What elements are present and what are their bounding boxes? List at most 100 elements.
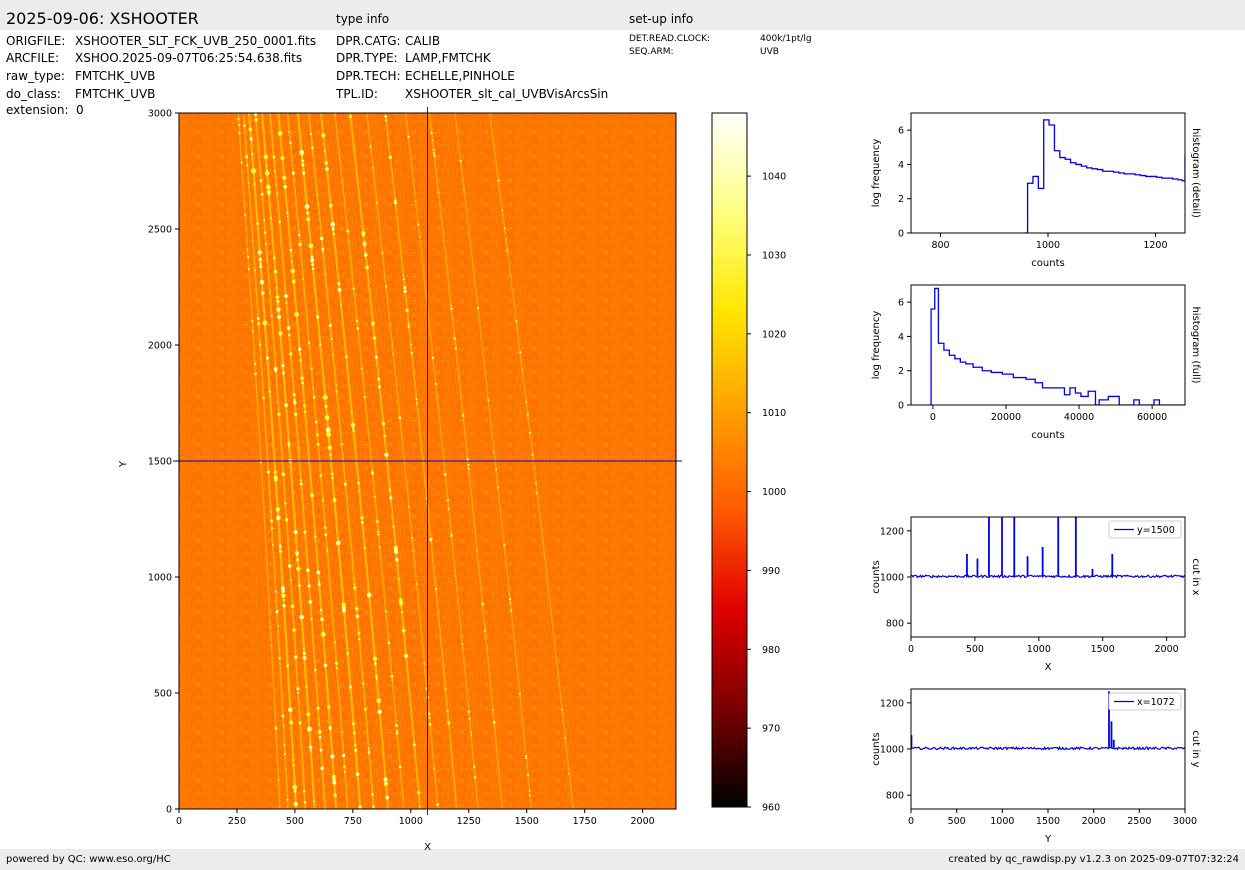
arc-line-spot bbox=[263, 154, 268, 160]
arc-line-spot bbox=[407, 322, 410, 325]
arc-line-spot bbox=[259, 179, 263, 183]
y-axis-label: log frequency bbox=[871, 311, 882, 380]
arc-line-spot bbox=[447, 721, 451, 725]
arc-line-spot bbox=[291, 279, 296, 284]
arc-line-spot bbox=[506, 249, 509, 252]
arc-line-spot bbox=[371, 166, 374, 169]
arc-line-spot bbox=[398, 601, 404, 606]
x-tick-label: 250 bbox=[228, 816, 246, 827]
arc-line-spot bbox=[344, 355, 348, 359]
x-tick-label: 20000 bbox=[991, 412, 1021, 423]
arc-line-spot bbox=[403, 289, 407, 294]
x-axis-label: Y bbox=[1044, 834, 1052, 845]
arc-line-spot bbox=[310, 367, 313, 370]
colorbar-tick-label: 980 bbox=[762, 645, 780, 656]
arc-line-spot bbox=[290, 268, 296, 274]
arc-line-spot bbox=[331, 227, 335, 231]
y-tick-label: 1000 bbox=[880, 745, 904, 756]
type-info-heading: type info bbox=[336, 12, 390, 26]
arc-line-spot bbox=[260, 291, 265, 295]
y-tick-label: 1200 bbox=[880, 698, 904, 709]
arc-line-spot bbox=[388, 155, 392, 159]
arc-line-spot bbox=[423, 662, 426, 666]
arc-line-spot bbox=[299, 479, 303, 482]
x-tick-label: 500 bbox=[286, 816, 304, 827]
arc-line-spot bbox=[310, 146, 315, 150]
setup-info-key: SEQ.ARM: bbox=[629, 47, 674, 57]
arc-line-spot bbox=[496, 486, 500, 489]
arc-line-spot bbox=[353, 586, 357, 590]
x-tick-label: 2000 bbox=[1155, 644, 1179, 655]
arc-line-spot bbox=[295, 551, 300, 556]
arc-line-spot bbox=[378, 712, 381, 715]
y-axis-label: counts bbox=[871, 560, 882, 593]
y-tick-label: 2500 bbox=[148, 225, 172, 236]
panel-data bbox=[928, 287, 1185, 405]
arc-line-spot bbox=[331, 476, 334, 480]
arc-line-spot bbox=[467, 463, 470, 466]
arc-line-spot bbox=[246, 164, 249, 167]
y-tick-label: 800 bbox=[886, 791, 904, 802]
arc-line-spot bbox=[248, 127, 253, 132]
arc-line-spot bbox=[453, 337, 457, 340]
arc-line-spot bbox=[308, 745, 313, 750]
arc-line-spot bbox=[492, 721, 496, 724]
legend-box bbox=[1108, 692, 1182, 711]
arc-line-spot bbox=[409, 343, 412, 346]
arc-line-spot bbox=[285, 768, 287, 771]
arc-line-spot bbox=[316, 706, 320, 710]
arc-line-spot bbox=[330, 221, 336, 227]
arc-line-spot bbox=[292, 628, 296, 632]
file-info-key: ORIGFILE: bbox=[6, 34, 66, 48]
arc-line-spot bbox=[333, 793, 337, 798]
arc-line-spot bbox=[415, 398, 418, 400]
arc-line-spot bbox=[402, 274, 405, 277]
arc-line-spot bbox=[333, 641, 336, 644]
arc-line-spot bbox=[284, 403, 288, 407]
arc-line-spot bbox=[268, 390, 272, 393]
arc-line-spot bbox=[432, 151, 436, 155]
arc-line-spot bbox=[381, 251, 384, 254]
arc-line-spot bbox=[238, 131, 241, 135]
arc-line-spot bbox=[314, 420, 318, 424]
arc-line-spot bbox=[272, 155, 276, 159]
arc-line-spot bbox=[450, 304, 452, 307]
arc-line-spot bbox=[287, 441, 291, 445]
arc-line-spot bbox=[326, 705, 331, 710]
arc-line-spot bbox=[454, 346, 458, 350]
arc-line-spot bbox=[320, 617, 324, 622]
arc-line-spot bbox=[276, 299, 280, 304]
legend-label: y=1500 bbox=[1137, 525, 1175, 536]
arc-line-spot bbox=[466, 458, 469, 461]
arc-line-spot bbox=[278, 656, 281, 660]
y-tick-label: 2 bbox=[898, 366, 904, 377]
arc-line-spot bbox=[274, 170, 276, 173]
arc-line-spot bbox=[518, 351, 522, 354]
arc-line-spot bbox=[278, 549, 283, 553]
arc-line-spot bbox=[269, 519, 274, 523]
arc-line-spot bbox=[411, 536, 414, 539]
arc-line-spot bbox=[433, 767, 436, 770]
arc-line-spot bbox=[258, 343, 262, 346]
arc-line-spot bbox=[503, 227, 506, 230]
panel-frame bbox=[910, 112, 1186, 234]
arc-line-spot bbox=[270, 315, 273, 318]
arc-line-spot bbox=[323, 525, 327, 529]
type-info-key: DPR.TYPE: bbox=[336, 51, 398, 65]
arc-line-spot bbox=[525, 400, 528, 403]
arc-line-spot bbox=[526, 413, 529, 416]
arc-line-spot bbox=[405, 308, 409, 313]
arc-line-spot bbox=[358, 638, 361, 641]
arc-line-spot bbox=[528, 789, 531, 792]
x-axis-label: X bbox=[1045, 662, 1052, 673]
arc-line-spot bbox=[288, 130, 291, 133]
arc-line-spot bbox=[527, 416, 530, 419]
arc-line-spot bbox=[384, 285, 388, 288]
arc-line-spot bbox=[372, 656, 378, 661]
arc-line-spot bbox=[437, 191, 440, 194]
arc-line-spot bbox=[306, 712, 311, 717]
arc-line-spot bbox=[260, 192, 264, 196]
setup-info-value: 400k/1pt/lg bbox=[760, 34, 812, 44]
arc-line-spot bbox=[393, 199, 397, 202]
